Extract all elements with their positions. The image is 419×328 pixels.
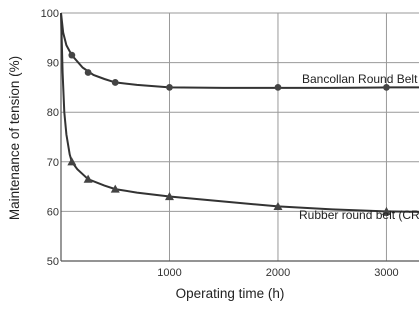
series-1-point-1 xyxy=(83,174,93,183)
series-line-1 xyxy=(60,12,419,213)
y-axis-title: Maintenance of tension (%) xyxy=(7,56,22,220)
series-label-rubber: Rubber round belt (CR) xyxy=(299,208,419,222)
x-tick-label-3000: 3000 xyxy=(374,267,398,279)
axes xyxy=(60,13,419,262)
x-axis-title: Operating time (h) xyxy=(176,286,285,301)
series-label-bancollan: Bancollan Round Belt xyxy=(302,72,418,86)
grid xyxy=(61,12,419,261)
x-tick-label-1000: 1000 xyxy=(157,267,181,279)
series-0-point-2 xyxy=(111,79,119,86)
y-tick-label-80: 80 xyxy=(47,107,59,119)
series-0-point-0 xyxy=(68,51,76,59)
series-1-point-5 xyxy=(381,206,391,215)
x-tick-label-2000: 2000 xyxy=(266,267,290,279)
y-tick-label-50: 50 xyxy=(47,256,59,268)
series-group xyxy=(60,12,419,215)
series-0-point-3 xyxy=(166,84,173,91)
y-tick-label-100: 100 xyxy=(41,8,59,20)
series-1-point-4 xyxy=(273,201,283,211)
series-1-point-3 xyxy=(164,192,174,201)
series-1-point-0 xyxy=(67,157,77,166)
series-1-point-2 xyxy=(110,184,120,193)
tick-labels: 1000 2000 3000 50 60 70 80 90 100 xyxy=(41,8,399,279)
y-tick-label-70: 70 xyxy=(47,157,59,169)
series-0-point-4 xyxy=(274,84,282,91)
y-tick-label-60: 60 xyxy=(47,206,59,218)
series-0-point-5 xyxy=(383,84,390,91)
series-0-point-1 xyxy=(84,69,92,76)
y-tick-label-90: 90 xyxy=(47,58,59,70)
